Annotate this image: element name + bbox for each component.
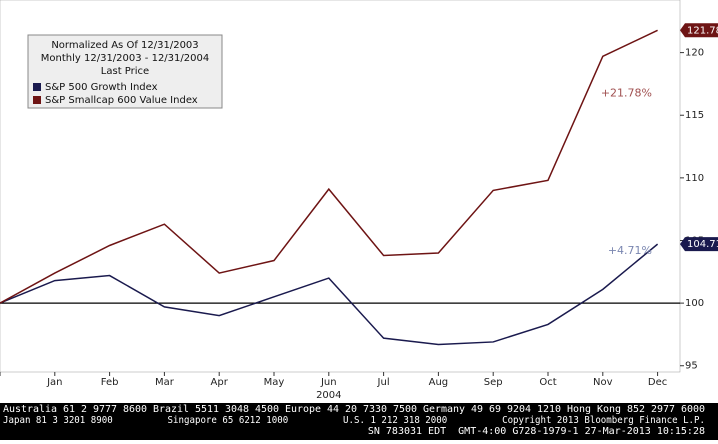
- legend-header: Normalized As Of 12/31/2003: [51, 40, 198, 51]
- legend-box: [27, 34, 223, 109]
- series-annotation: +21.78%: [601, 86, 652, 99]
- x-tick-label: Mar: [155, 377, 175, 388]
- legend-label: S&P Smallcap 600 Value Index: [45, 95, 198, 106]
- x-tick-label: May: [264, 377, 285, 388]
- line-series: [0, 29, 658, 304]
- x-tick-label: Jul: [377, 377, 390, 388]
- last-value-label: 104.71: [687, 239, 718, 250]
- x-tick-label: Apr: [211, 377, 229, 388]
- legend-swatch: [33, 96, 41, 104]
- series-annotation: +4.71%: [608, 244, 652, 257]
- year-label: 2004: [316, 390, 341, 401]
- y-tick-label: 95: [685, 361, 698, 372]
- y-tick-label: 100: [685, 298, 704, 309]
- footer-line: Japan 81 3 3201 8900 Singapore 65 6212 1…: [3, 415, 705, 426]
- x-tick-label: Nov: [593, 377, 613, 388]
- legend-header: Monthly 12/31/2003 - 12/31/2004: [41, 53, 209, 64]
- y-tick-label: 115: [685, 110, 704, 121]
- x-tick-label: Oct: [539, 377, 556, 388]
- x-tick-label: Feb: [101, 377, 119, 388]
- last-value-label: 121.78: [687, 25, 718, 36]
- line-series: [0, 243, 659, 346]
- legend-header: Last Price: [101, 66, 149, 77]
- last-value-tag: [680, 23, 718, 38]
- footer-line: Australia 61 2 9777 8600 Brazil 5511 304…: [3, 404, 705, 415]
- footer-line: SN 783031 EDT GMT-4:00 G728-1979-1 27-Ma…: [368, 426, 705, 437]
- x-tick-label: Sep: [484, 377, 503, 388]
- footer-bar: [0, 403, 718, 440]
- legend-swatch: [33, 83, 41, 91]
- x-tick-label: Jan: [46, 377, 62, 388]
- x-tick-label: Jun: [320, 377, 337, 388]
- legend-label: S&P 500 Growth Index: [45, 82, 158, 93]
- y-tick-label: 120: [685, 48, 704, 59]
- last-value-tag: [680, 237, 718, 252]
- y-tick-label: 110: [685, 173, 704, 184]
- x-tick-label: Dec: [648, 377, 667, 388]
- x-tick-label: Aug: [429, 377, 449, 388]
